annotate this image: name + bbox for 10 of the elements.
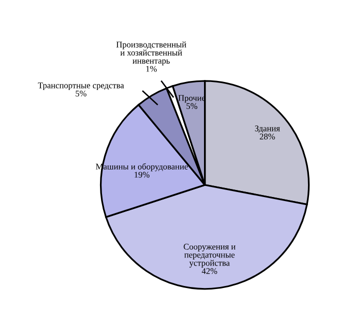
slice-label: Транспортные средства — [38, 82, 124, 90]
slice-label: Сооружения и передаточные устройства — [184, 244, 236, 268]
data-label: 5% — [186, 103, 198, 110]
data-label: 1% — [146, 66, 157, 72]
slice-label: Производственный и хозяйственный инвентарь — [116, 41, 186, 66]
data-label: 19% — [134, 172, 150, 178]
data-label: 42% — [202, 268, 218, 274]
data-label: 5% — [76, 90, 86, 96]
data-label: 28% — [260, 134, 275, 140]
slice-label: Здания — [254, 126, 280, 133]
